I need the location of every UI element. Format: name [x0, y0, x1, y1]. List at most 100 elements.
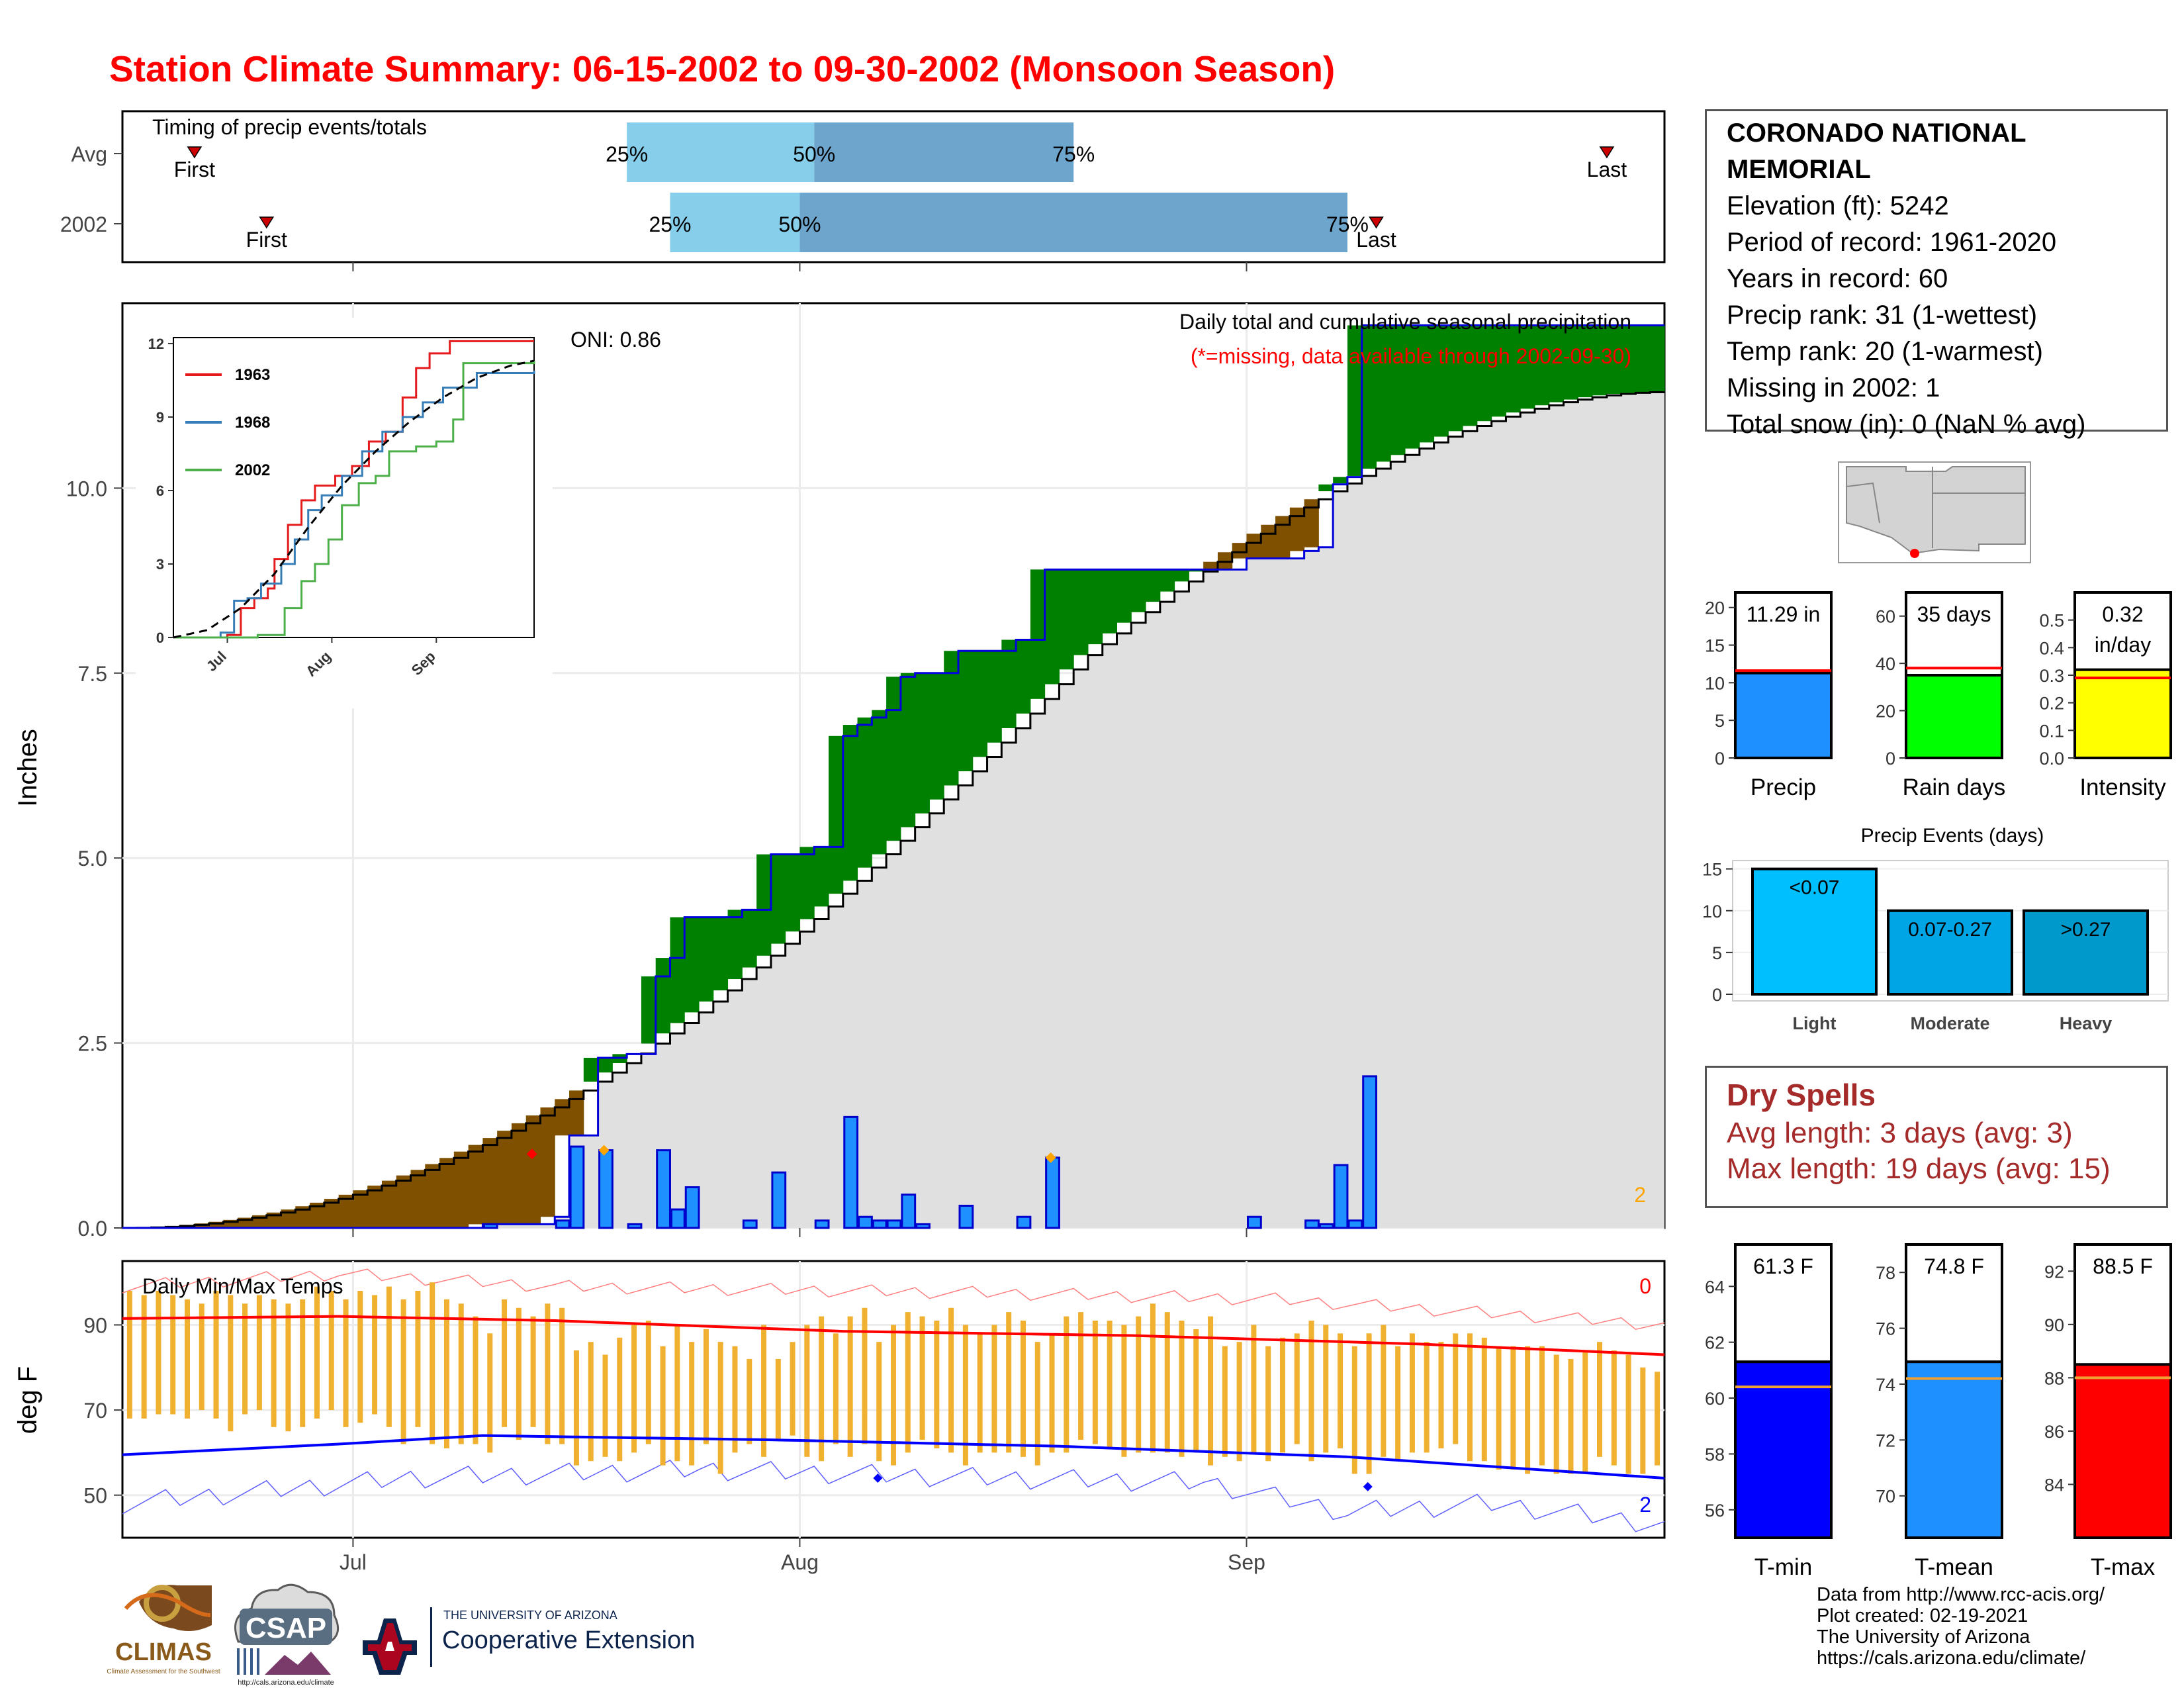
daily-temp-bar	[1222, 1346, 1228, 1457]
footer-created: Plot created: 02-19-2021	[1817, 1605, 2028, 1626]
events-bar-label: >0.27	[2061, 919, 2111, 941]
daily-temp-bar	[1279, 1337, 1285, 1453]
daily-temp-bar	[1467, 1333, 1473, 1462]
daily-precip-bar	[569, 1145, 585, 1229]
daily-temp-bar	[1265, 1346, 1271, 1462]
station-location-marker	[1910, 549, 1919, 558]
temp-y-tick-label: 50	[83, 1484, 107, 1508]
daily-temp-bar	[1597, 1342, 1603, 1457]
surplus-area	[770, 854, 786, 944]
daily-temp-bar	[357, 1291, 363, 1423]
events-title: Precip Events (days)	[1861, 825, 2044, 847]
daily-temp-bar	[747, 1358, 752, 1444]
timing-marker-label: Last	[1356, 228, 1396, 252]
daily-precip-bar	[1304, 1219, 1320, 1229]
daily-precip-bar	[1318, 1223, 1334, 1229]
summary-y-tick-label: 90	[2044, 1315, 2064, 1335]
daily-temp-bar	[1251, 1325, 1257, 1453]
surplus-area	[944, 651, 959, 786]
surplus-area	[713, 917, 729, 991]
deficit-area	[1289, 507, 1305, 551]
surplus-area	[583, 1057, 599, 1082]
daily-precip-bar	[1333, 1164, 1349, 1229]
daily-precip-bar	[684, 1186, 700, 1229]
daily-precip-bar	[886, 1219, 902, 1229]
daily-temp-bar	[977, 1333, 983, 1453]
daily-temp-bar	[847, 1316, 853, 1457]
temp-y-tick-label: 90	[83, 1313, 107, 1337]
summary-y-tick-label: 64	[1705, 1277, 1725, 1297]
daily-temp-bar	[617, 1337, 623, 1462]
precip-summary-bars: 0 5 10 15 20 11.29 in Precip 0 20 40 60 35 days Rain…	[1705, 591, 2172, 800]
daily-precip-bar	[1362, 1075, 1377, 1229]
daily-temp-bar	[430, 1282, 435, 1444]
daily-temp-bar	[285, 1303, 291, 1432]
surplus-area	[900, 673, 916, 827]
daily-temp-bar	[1611, 1350, 1617, 1466]
inset-y-tick-label: 6	[156, 483, 164, 499]
surplus-area	[727, 910, 743, 980]
surplus-area	[1491, 325, 1506, 417]
deficit-area	[381, 1180, 397, 1228]
precip-y-tick-label: 5.0	[78, 847, 107, 870]
surplus-area	[1016, 639, 1031, 714]
station-snow: Total snow (in): 0 (NaN % avg)	[1727, 410, 2086, 439]
summary-value-label: 61.3 F	[1753, 1254, 1813, 1278]
surplus-area	[1347, 325, 1363, 476]
surplus-area	[842, 725, 858, 881]
surplus-area	[972, 651, 988, 757]
daily-temp-bar	[1409, 1333, 1415, 1453]
daily-temp-bar	[660, 1346, 666, 1466]
timing-pct-label: 25%	[649, 212, 691, 236]
daily-temp-bar	[732, 1346, 738, 1453]
summary-y-tick-label: 74	[1876, 1375, 1895, 1395]
daily-temp-bar	[1539, 1346, 1545, 1466]
dry-spells-avg: Avg length: 3 days (avg: 3)	[1727, 1117, 2073, 1149]
inset-legend-label: 1963	[235, 366, 270, 384]
summary-value-label: 35 days	[1917, 602, 1991, 626]
timing-marker	[1369, 216, 1384, 229]
deficit-area	[511, 1123, 527, 1225]
daily-temp-bar	[717, 1342, 723, 1474]
inset-legend-label: 2002	[235, 461, 270, 479]
surplus-area	[1102, 569, 1118, 633]
summary-y-tick-label: 78	[1876, 1263, 1895, 1283]
surplus-area	[1549, 325, 1565, 402]
summary-value-label-2: in/day	[2095, 633, 2151, 657]
daily-precip-bar	[670, 1208, 686, 1229]
summary-category-label: T-min	[1754, 1554, 1813, 1580]
daily-temp-bar	[1150, 1303, 1156, 1453]
summary-y-tick-label: 92	[2044, 1262, 2064, 1282]
events-y-tick-label: 0	[1712, 985, 1722, 1005]
summary-y-tick-label: 0.0	[2039, 749, 2064, 769]
temp-summary-bars: 56 58 60 62 64 61.3 F T-min 70 72 74 76 78 74.8 F T-m…	[1705, 1243, 2172, 1580]
surplus-area	[929, 673, 944, 800]
daily-temp-bar	[602, 1354, 608, 1457]
daily-temp-bar	[1107, 1321, 1113, 1448]
summary-value-bar	[1905, 674, 2003, 759]
daily-temp-bar	[314, 1286, 320, 1419]
station-elevation: Elevation (ft): 5242	[1727, 191, 1949, 220]
daily-temp-bar	[372, 1295, 378, 1415]
station-period: Period of record: 1961-2020	[1727, 228, 2057, 257]
surplus-area	[915, 673, 930, 814]
daily-temp-bar	[919, 1316, 925, 1440]
surplus-area	[785, 854, 800, 932]
surplus-area	[1361, 325, 1377, 469]
inset-legend-label: 1968	[235, 414, 270, 432]
deficit-area	[367, 1186, 383, 1228]
summary-y-tick-label: 0.4	[2039, 638, 2064, 658]
temp-missing-top: 0	[1639, 1274, 1651, 1298]
temp-x-tick-label: Aug	[781, 1550, 819, 1574]
daily-temp-bar	[1193, 1329, 1199, 1453]
summary-y-tick-label: 20	[1876, 702, 1895, 722]
summary-category-label: Intensity	[2079, 774, 2166, 800]
daily-temp-bar	[1092, 1321, 1098, 1444]
events-bar-label: 0.07-0.27	[1908, 919, 1992, 941]
events-y-tick-label: 5	[1712, 943, 1722, 963]
daily-temp-bar	[473, 1316, 478, 1444]
deficit-area	[439, 1158, 455, 1228]
daily-precip-bar	[1347, 1219, 1363, 1229]
summary-y-tick-label: 84	[2044, 1475, 2064, 1495]
